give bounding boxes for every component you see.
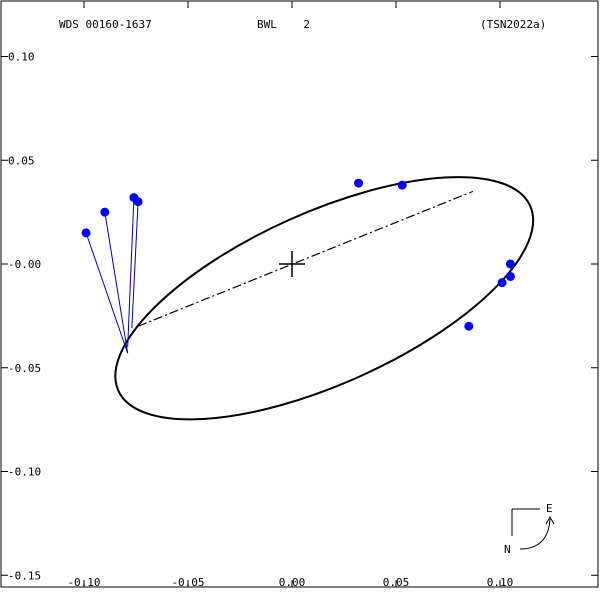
observation-point	[464, 321, 474, 331]
star-designation: WDS 00160-1637	[59, 18, 152, 31]
orbit-layer	[114, 176, 535, 421]
y-tick-label: -0.00	[8, 258, 41, 271]
compass-axes	[511, 508, 540, 536]
observation-point	[505, 259, 515, 269]
discoverer-code: BWL 2	[257, 18, 310, 31]
y-tick-label: 0.05	[8, 154, 35, 167]
primary-star-cross-icon	[279, 251, 305, 277]
x-tick-label: 0.00	[279, 576, 306, 589]
observation-point	[354, 178, 364, 188]
residual-line	[127, 197, 135, 348]
plot-frame	[0, 0, 599, 588]
y-tick-label: -0.05	[8, 362, 41, 375]
x-tick-label: -0.05	[171, 576, 204, 589]
x-tick-label: 0.10	[487, 576, 514, 589]
observation-point	[100, 207, 110, 217]
residual-line	[131, 201, 139, 329]
primary-layer	[279, 251, 305, 277]
observation-point	[81, 228, 91, 238]
residual-line	[104, 212, 129, 354]
compass-north-label: N	[504, 543, 511, 556]
y-tick-label: -0.15	[8, 569, 41, 582]
compass-arrow-icon	[519, 518, 551, 550]
y-tick-label: 0.10	[8, 51, 35, 64]
x-axis: -0.10 -0.05 0.00 0.05 0.10	[67, 1, 513, 589]
observation-point	[497, 278, 507, 288]
observation-point	[505, 271, 515, 281]
compass-arrowhead-icon	[545, 515, 555, 525]
observation-point	[133, 197, 143, 207]
y-axis: 0.10 0.05 -0.00 -0.05 -0.10 -0.15	[1, 51, 598, 582]
compass-east-label: E	[546, 502, 553, 515]
compass: E N	[504, 502, 555, 556]
residuals-layer	[85, 197, 139, 354]
x-tick-label: 0.05	[383, 576, 410, 589]
observation-point	[397, 180, 407, 190]
observations-layer	[81, 178, 515, 331]
orbit-ellipse	[114, 176, 535, 421]
residual-line	[85, 232, 129, 354]
y-tick-label: -0.10	[8, 466, 41, 479]
orbit-reference: (TSN2022a)	[480, 18, 546, 31]
x-tick-label: -0.10	[67, 576, 100, 589]
